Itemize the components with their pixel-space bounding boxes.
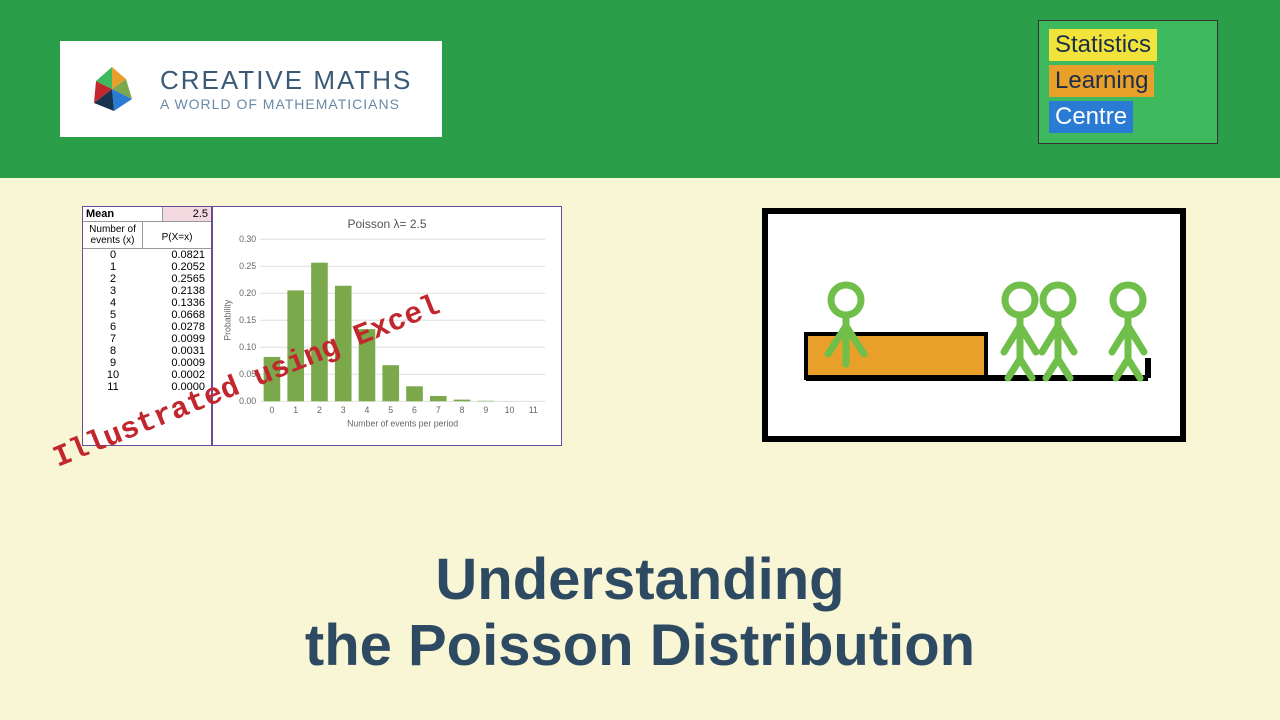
table-row: 80.0031 <box>83 345 211 357</box>
svg-text:0.30: 0.30 <box>239 234 256 244</box>
main-title-line2: the Poisson Distribution <box>0 613 1280 680</box>
svg-text:0: 0 <box>269 405 274 415</box>
chart-title: Poisson λ= 2.5 <box>221 217 553 231</box>
svg-text:8: 8 <box>460 405 465 415</box>
body-area: Mean 2.5 Number of events (x) P(X=x) 00.… <box>0 178 1280 720</box>
table-row: 60.0278 <box>83 321 211 333</box>
table-row: 00.0821 <box>83 249 211 261</box>
svg-text:0.15: 0.15 <box>239 315 256 325</box>
table-row: 50.0668 <box>83 309 211 321</box>
svg-text:4: 4 <box>365 405 370 415</box>
table-row: 90.0009 <box>83 357 211 369</box>
svg-text:0.10: 0.10 <box>239 342 256 352</box>
queue-illustration <box>762 208 1186 442</box>
creative-maths-logo: CREATIVE MATHS A WORLD OF MATHEMATICIANS <box>60 41 442 137</box>
svg-text:6: 6 <box>412 405 417 415</box>
svg-text:0.25: 0.25 <box>239 261 256 271</box>
slc-line-centre: Centre <box>1049 101 1133 133</box>
svg-text:1: 1 <box>293 405 298 415</box>
table-row: 40.1336 <box>83 297 211 309</box>
svg-text:11: 11 <box>529 405 538 415</box>
logo-mark-icon <box>82 59 142 119</box>
logo-title: CREATIVE MATHS <box>160 66 412 95</box>
svg-text:9: 9 <box>483 405 488 415</box>
slc-line-statistics: Statistics <box>1049 29 1157 61</box>
svg-text:10: 10 <box>505 405 515 415</box>
header-bar: CREATIVE MATHS A WORLD OF MATHEMATICIANS… <box>0 0 1280 178</box>
svg-text:0.20: 0.20 <box>239 288 256 298</box>
svg-text:Number of events per period: Number of events per period <box>347 419 458 429</box>
main-title-line1: Understanding <box>0 547 1280 614</box>
main-title: Understanding the Poisson Distribution <box>0 547 1280 680</box>
svg-text:3: 3 <box>341 405 346 415</box>
table-col1-header: Number of events (x) <box>83 222 143 248</box>
svg-text:7: 7 <box>436 405 441 415</box>
mean-value: 2.5 <box>163 207 211 221</box>
slc-line-learning: Learning <box>1049 65 1154 97</box>
mean-label: Mean <box>83 207 163 221</box>
table-row: 70.0099 <box>83 333 211 345</box>
table-row: 10.2052 <box>83 261 211 273</box>
statistics-learning-centre-badge: Statistics Learning Centre <box>1038 20 1218 144</box>
svg-text:5: 5 <box>388 405 393 415</box>
table-row: 30.2138 <box>83 285 211 297</box>
table-row: 20.2565 <box>83 273 211 285</box>
table-col2-header: P(X=x) <box>143 222 211 248</box>
table-row: 100.0002 <box>83 369 211 381</box>
svg-text:2: 2 <box>317 405 322 415</box>
logo-subtitle: A WORLD OF MATHEMATICIANS <box>160 97 412 112</box>
svg-text:Probability: Probability <box>223 299 233 341</box>
